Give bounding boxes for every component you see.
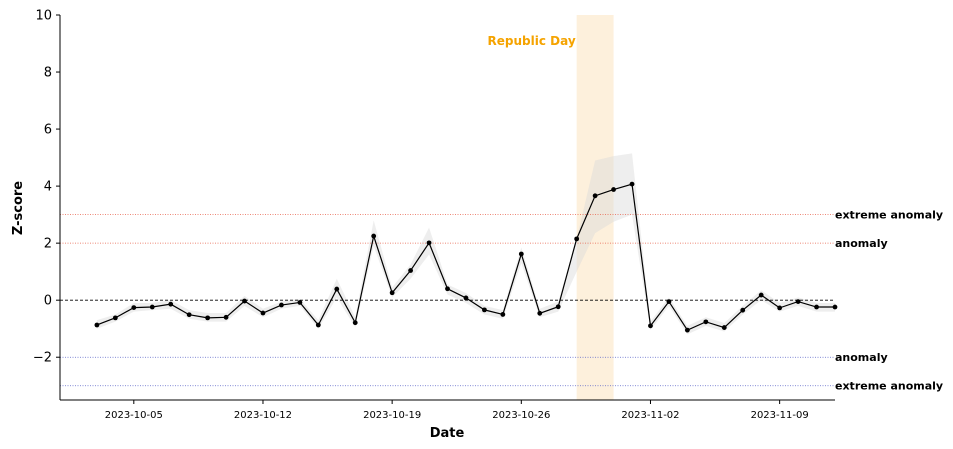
reference-line-label: anomaly <box>835 351 888 364</box>
event-shading-layer <box>576 15 614 400</box>
data-point <box>684 327 690 333</box>
axes <box>59 15 835 401</box>
x-tick-label: 2023-10-05 <box>105 410 163 421</box>
data-point <box>814 304 819 310</box>
data-point <box>371 233 377 239</box>
data-point <box>500 312 506 317</box>
series-line <box>96 183 835 331</box>
data-point <box>352 320 358 326</box>
confidence-band <box>96 153 835 335</box>
data-point <box>205 315 211 321</box>
data-point <box>703 319 709 325</box>
data-point <box>149 304 155 310</box>
data-point <box>592 193 598 199</box>
reference-lines-layer <box>60 214 835 387</box>
data-point <box>777 305 783 311</box>
data-point <box>408 268 413 273</box>
data-point <box>463 295 469 301</box>
reference-line-label: extreme anomaly <box>835 380 943 393</box>
x-tick-label: 2023-11-02 <box>621 410 679 421</box>
y-tick-label: −2 <box>33 351 52 366</box>
data-point <box>112 315 118 321</box>
data-point <box>426 240 432 246</box>
data-point <box>795 299 801 305</box>
y-tick-label: 4 <box>44 180 52 195</box>
y-tick-label: 2 <box>44 237 52 252</box>
data-point <box>611 187 616 192</box>
y-tick-label: 6 <box>44 123 52 138</box>
data-point <box>740 307 746 313</box>
data-point <box>279 302 284 308</box>
data-point <box>94 322 100 328</box>
data-point <box>260 310 266 316</box>
data-point <box>555 304 561 310</box>
data-point <box>445 286 450 292</box>
data-point <box>832 304 838 310</box>
event-shading <box>576 15 614 400</box>
y-tick-label: 10 <box>35 9 52 24</box>
series-layer <box>94 181 838 333</box>
x-tick-label: 2023-11-09 <box>751 410 809 421</box>
data-point <box>648 323 653 329</box>
data-point <box>721 325 727 330</box>
reference-line-label: extreme anomaly <box>835 209 943 222</box>
data-point <box>389 290 395 296</box>
data-point <box>242 298 247 304</box>
data-point <box>186 312 192 318</box>
x-tick-label: 2023-10-19 <box>363 410 421 421</box>
data-point <box>629 181 635 187</box>
data-point <box>537 310 543 316</box>
data-point <box>334 286 340 292</box>
data-point <box>315 322 321 328</box>
data-point <box>666 299 672 305</box>
data-point <box>168 301 174 307</box>
confidence-band-layer <box>96 153 835 335</box>
data-point <box>518 251 524 257</box>
event-label: Republic Day <box>488 34 576 48</box>
data-point <box>482 307 487 313</box>
data-point <box>297 300 303 305</box>
y-axis-title: Z-score <box>11 181 26 235</box>
label-layer: Republic Day extreme anomaly anomaly anomal… <box>488 34 944 393</box>
data-point <box>223 314 229 320</box>
tick-layer: 2023-10-05 2023-10-12 2023-10-19 2023-10-26… <box>33 9 809 422</box>
x-axis-title: Date <box>430 426 465 441</box>
y-tick-label: 0 <box>44 294 52 309</box>
data-point <box>131 305 137 310</box>
reference-line-label: anomaly <box>835 237 888 250</box>
x-tick-label: 2023-10-26 <box>492 410 550 421</box>
y-tick-label: 8 <box>44 66 52 81</box>
data-point <box>758 292 764 298</box>
data-point <box>574 236 580 242</box>
x-tick-label: 2023-10-12 <box>234 410 292 421</box>
